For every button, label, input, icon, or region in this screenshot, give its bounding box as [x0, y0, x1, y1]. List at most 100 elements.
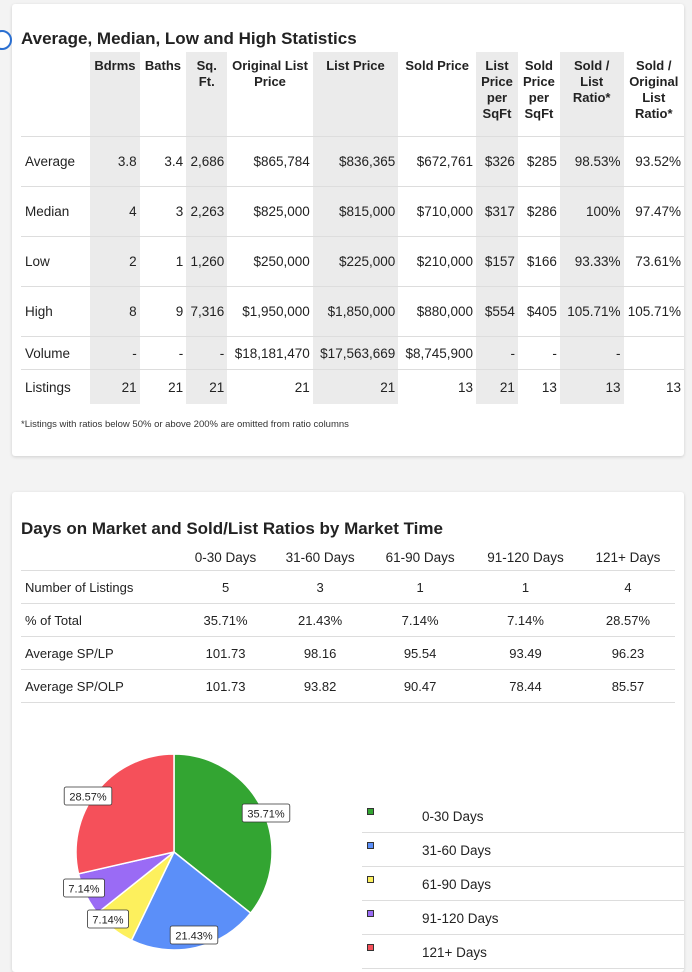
table-cell: $836,365: [312, 136, 399, 187]
svg-text:21.43%: 21.43%: [175, 931, 213, 943]
column-header: 91-120 Days: [487, 549, 564, 565]
column-header: Sold Price per SqFt: [523, 58, 555, 121]
table-cell: 3: [139, 186, 187, 237]
row-label: High: [21, 286, 91, 337]
legend-label: 91-120 Days: [422, 911, 499, 926]
table-cell: 35.71%: [181, 603, 271, 637]
table-cell: -: [139, 336, 187, 370]
svg-text:7.14%: 7.14%: [68, 884, 99, 896]
table-cell: $710,000: [398, 186, 477, 237]
legend-item: 61-90 Days: [362, 867, 684, 901]
table-cell: 1: [370, 570, 471, 604]
column-header: Baths: [144, 58, 181, 73]
pie-data-label: 28.57%: [63, 786, 113, 806]
table-cell: $166: [517, 236, 560, 287]
table-row: Listings 21 21 21 21 21 13 21 13 13 13: [21, 369, 684, 404]
table-cell: 21: [139, 369, 187, 404]
table-cell: $825,000: [227, 186, 313, 237]
table-cell: 21: [186, 369, 228, 404]
table-cell: 97.47%: [623, 186, 684, 237]
pie-data-label: 21.43%: [169, 925, 219, 945]
table-cell: 13: [559, 369, 624, 404]
table-cell: $865,784: [227, 136, 313, 187]
row-label: Number of Listings: [21, 570, 181, 604]
table-cell: -: [517, 336, 560, 370]
table-cell: 1,260: [186, 236, 228, 287]
table-cell: 21: [90, 369, 140, 404]
pie-data-label: 35.71%: [241, 803, 291, 823]
statistics-title: Average, Median, Low and High Statistics: [21, 29, 357, 48]
table-row: Average 3.8 3.4 2,686 $865,784 $836,365 $672,7…: [21, 136, 684, 187]
table-cell: 21: [312, 369, 399, 404]
table-cell: 8: [90, 286, 140, 337]
days-on-market-table: 0-30 Days 31-60 Days 61-90 Days 91-120 Days…: [21, 544, 675, 703]
column-header: [21, 544, 181, 571]
column-header: 0-30 Days: [194, 549, 257, 565]
table-cell: $554: [476, 286, 518, 337]
table-cell: 7.14%: [370, 603, 471, 637]
legend-swatch: [367, 842, 374, 849]
pie-slice[interactable]: [75, 753, 175, 875]
column-header: Sold / List Ratio*: [559, 52, 624, 137]
svg-text:28.57%: 28.57%: [69, 792, 107, 804]
table-cell: $405: [517, 286, 560, 337]
days-on-market-title: Days on Market and Sold/List Ratios by M…: [21, 519, 443, 538]
column-header: Bdrms: [90, 52, 140, 137]
table-cell: 4: [90, 186, 140, 237]
pie-slice[interactable]: [130, 850, 252, 951]
table-cell: 101.73: [181, 636, 271, 670]
column-header: [21, 52, 90, 137]
row-label: Volume: [21, 336, 91, 370]
table-cell: $1,850,000: [312, 286, 399, 337]
table-cell: 2,686: [186, 136, 228, 187]
table-cell: 3.4: [139, 136, 187, 187]
column-header: List Price per SqFt: [476, 52, 518, 137]
table-cell: $285: [517, 136, 560, 187]
svg-text:7.14%: 7.14%: [92, 915, 123, 927]
table-cell: 101.73: [181, 669, 271, 703]
table-row: Volume - - - $18,181,470 $17,563,669 $8,745,90…: [21, 336, 684, 370]
table-cell: 21: [476, 369, 518, 404]
table-cell: 1: [470, 570, 581, 604]
table-cell: 13: [623, 369, 684, 404]
table-cell: $1,950,000: [227, 286, 313, 337]
table-cell: $157: [476, 236, 518, 287]
row-label: Low: [21, 236, 91, 287]
table-cell: 7,316: [186, 286, 228, 337]
table-cell: $326: [476, 136, 518, 187]
table-cell: 73.61%: [623, 236, 684, 287]
table-cell: $18,181,470: [227, 336, 313, 370]
table-cell: -: [186, 336, 228, 370]
table-row: Median 4 3 2,263 $825,000 $815,000 $710,000 $31…: [21, 186, 684, 237]
table-cell: 4: [580, 570, 675, 604]
legend-item: 121+ Days: [362, 935, 684, 969]
table-cell: -: [90, 336, 140, 370]
table-cell: $286: [517, 186, 560, 237]
table-cell: 13: [517, 369, 560, 404]
table-cell: $672,761: [398, 136, 477, 187]
table-cell: 2,263: [186, 186, 228, 237]
table-cell: 90.47: [370, 669, 471, 703]
column-header: 61-90 Days: [385, 549, 455, 565]
legend-item: 31-60 Days: [362, 833, 684, 867]
table-cell: 105.71%: [623, 286, 684, 337]
column-header: Sold Price: [405, 58, 469, 73]
column-header: Sq. Ft.: [186, 52, 228, 137]
legend-swatch: [367, 876, 374, 883]
table-cell: -: [476, 336, 518, 370]
table-cell: 21: [227, 369, 313, 404]
legend-swatch: [367, 808, 374, 815]
table-row: High 8 9 7,316 $1,950,000 $1,850,000 $880,000 $…: [21, 286, 684, 337]
column-header: 31-60 Days: [285, 549, 355, 565]
radio-icon[interactable]: [0, 30, 12, 50]
row-label: Average SP/LP: [21, 636, 181, 670]
table-cell: 1: [139, 236, 187, 287]
legend-swatch: [367, 944, 374, 951]
table-cell: $225,000: [312, 236, 399, 287]
row-label: Listings: [21, 369, 91, 404]
legend-label: 61-90 Days: [422, 877, 492, 892]
table-row: Number of Listings 5 3 1 1 4: [21, 570, 675, 604]
table-row: Average SP/LP 101.73 98.16 95.54 93.49 96.23: [21, 636, 675, 670]
svg-text:35.71%: 35.71%: [247, 809, 285, 821]
table-cell: -: [559, 336, 624, 370]
